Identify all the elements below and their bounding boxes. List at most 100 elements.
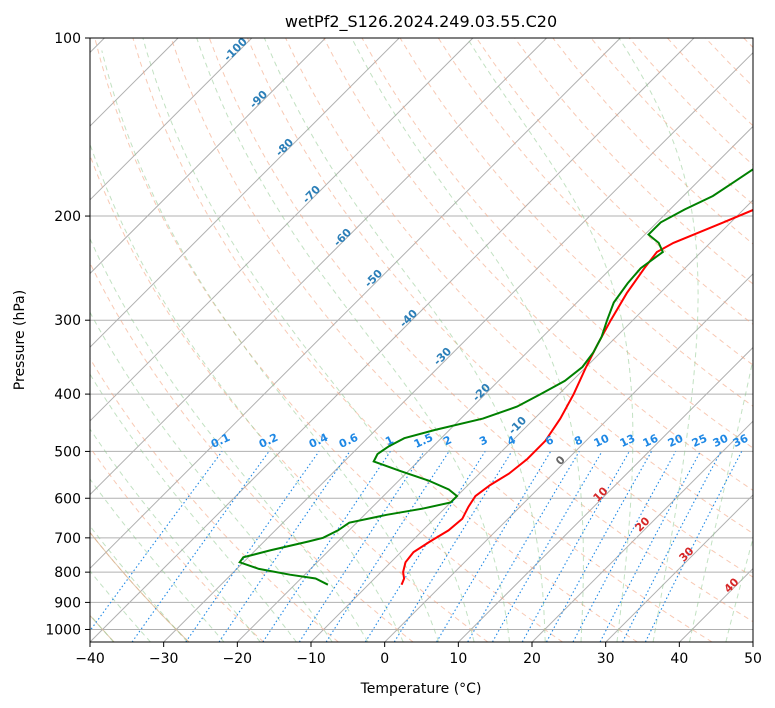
- y-tick-label: 800: [54, 565, 81, 581]
- temperature-profile: [400, 208, 753, 586]
- isobar-gridlines: [90, 38, 753, 630]
- dry-adiabat-label: -50: [362, 267, 385, 290]
- mixing-ratio-line: [436, 451, 552, 642]
- mixing-ratio-label: 10: [592, 432, 612, 450]
- dry-adiabat: [552, 38, 753, 245]
- dry-adiabat: [437, 38, 753, 366]
- mixing-ratio-line: [393, 451, 513, 642]
- y-tick-label: 1000: [45, 622, 81, 638]
- dry-adiabat-label: -60: [331, 226, 354, 249]
- mixing-ratio-label: 0.4: [307, 431, 330, 451]
- mixing-ratio-label: 3: [477, 433, 489, 448]
- moist-adiabat: [351, 38, 584, 642]
- dry-adiabat: [90, 357, 339, 642]
- dry-adiabat: [90, 446, 264, 642]
- dry-adiabat: [132, 38, 638, 642]
- dry-adiabat: [247, 38, 753, 578]
- dry-adiabat: [90, 153, 489, 642]
- moist-adiabats: [90, 38, 753, 642]
- isotherm-line: [384, 273, 753, 642]
- dry-adiabat: [476, 38, 753, 325]
- mixing-ratio-line: [572, 451, 677, 642]
- x-axis-label: Temperature (°C): [360, 681, 482, 697]
- mixing-ratio-line: [131, 451, 270, 642]
- moist-adiabat-label: 40: [722, 575, 742, 595]
- moist-adiabat: [688, 357, 753, 642]
- mixing-ratio-label: 25: [690, 432, 709, 450]
- dry-adiabats: [90, 38, 753, 642]
- mixing-ratio-line: [262, 451, 391, 642]
- isotherm-line: [458, 346, 753, 642]
- isotherm-line: [163, 51, 753, 642]
- y-tick-label: 300: [54, 313, 81, 329]
- dry-adiabat: [705, 38, 753, 88]
- isotherm-line: [90, 38, 326, 275]
- mixing-ratio-label: 36: [731, 432, 751, 450]
- isotherm-line: [605, 494, 753, 642]
- mixing-ratio-line: [325, 451, 450, 642]
- isotherm-line: [90, 38, 547, 496]
- moist-adiabat-label: 10: [591, 484, 611, 504]
- dry-adiabat-label: -70: [300, 183, 323, 206]
- isotherm-line: [90, 38, 474, 422]
- moist-adiabat: [90, 478, 225, 642]
- x-tick-label: 0: [380, 651, 389, 667]
- x-tick-label: 30: [597, 651, 615, 667]
- x-tick-label: −20: [223, 651, 253, 667]
- dry-adiabat: [90, 531, 190, 642]
- mixing-ratio-lines: [90, 451, 743, 642]
- dry-adiabat: [361, 38, 753, 449]
- x-tick-label: 50: [744, 651, 762, 667]
- y-tick-label: 600: [54, 491, 81, 507]
- isotherm-line: [237, 125, 753, 642]
- dry-adiabat-label: -80: [273, 136, 296, 159]
- dry-adiabat: [170, 38, 713, 642]
- dry-adiabat: [94, 38, 563, 642]
- mixing-ratio-label: 0.2: [257, 431, 280, 451]
- moist-adiabat: [90, 428, 261, 642]
- moist-adiabat-label: 20: [633, 514, 653, 534]
- mixing-ratio-line: [90, 451, 223, 632]
- isotherm-line: [90, 38, 400, 348]
- moist-adiabat: [618, 38, 699, 642]
- mixing-ratio-line: [218, 451, 351, 642]
- moist-adiabat: [196, 38, 511, 642]
- y-tick-label: 500: [54, 444, 81, 460]
- x-tick-label: −10: [296, 651, 326, 667]
- y-tick-label: 100: [54, 31, 81, 47]
- moist-adiabat: [142, 38, 475, 642]
- dry-adiabat: [208, 38, 753, 623]
- x-tick-label: 10: [449, 651, 467, 667]
- mixing-ratio-label: 20: [666, 432, 686, 450]
- mixing-ratio-line: [298, 451, 425, 642]
- x-tick-label: 20: [523, 651, 541, 667]
- isotherm-line: [752, 641, 753, 642]
- dry-adiabat: [514, 38, 753, 285]
- isotherm-gridlines: [90, 38, 753, 642]
- moist-adiabat: [90, 142, 404, 642]
- dry-adiabat-label: -100: [221, 35, 250, 64]
- y-tick-label: 400: [54, 387, 81, 403]
- mixing-ratio-label: 13: [618, 432, 637, 450]
- mixing-ratio-line: [644, 451, 743, 642]
- dry-adiabat-label: -40: [397, 307, 420, 330]
- isotherm-line: [90, 38, 253, 201]
- dry-adiabat-label: -90: [247, 88, 270, 111]
- y-axis: 100 200 300 400 500 600 700 800 900 1000: [45, 31, 90, 638]
- mixing-ratio-label: 30: [711, 432, 731, 450]
- moist-adiabat: [90, 373, 297, 642]
- mixing-ratio-line: [546, 451, 652, 642]
- moist-adiabat: [90, 525, 188, 642]
- y-tick-label: 700: [54, 531, 81, 547]
- x-tick-label: −30: [149, 651, 179, 667]
- moist-adiabat-label: 30: [677, 544, 697, 564]
- line-labels: -100-90-80-70-60-50-40-30-20-100.1 0.2 0.4…: [209, 35, 751, 596]
- y-tick-label: 200: [54, 209, 81, 225]
- sounding-series: [238, 168, 753, 586]
- moist-adiabat: [101, 50, 440, 642]
- y-axis-label: Pressure (hPa): [12, 290, 28, 390]
- mixing-ratio-label: 16: [641, 432, 661, 450]
- mixing-ratio-line: [185, 451, 320, 642]
- dry-adiabat-label: -20: [470, 381, 493, 404]
- moist-adiabat: [263, 38, 546, 642]
